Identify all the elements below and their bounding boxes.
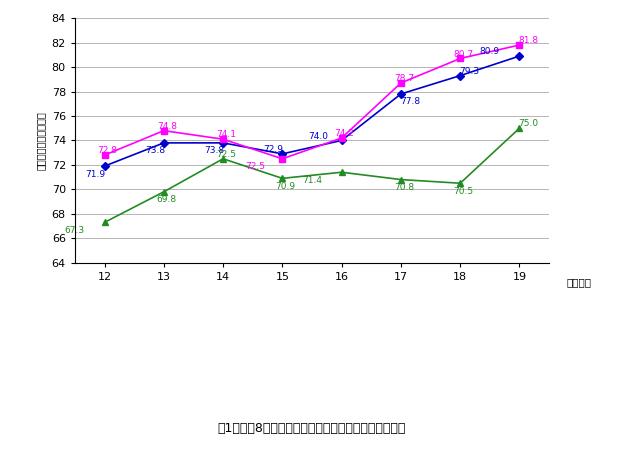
地域の騒音状況をマクロに把握するような地点を選定している場合 [338, 135, 346, 141]
Line: 全測定点: 全測定点 [102, 53, 522, 169]
地域の騒音状況をマクロに把握するような地点を選定している場合 [220, 136, 227, 142]
地域の騒音状況をマクロに把握するような地点を選定している場合 [397, 80, 404, 86]
騒音に係る問題を生じやすい地点等を選定している場合 [456, 181, 464, 186]
全測定点 [160, 140, 167, 145]
Text: 78.7: 78.7 [394, 74, 414, 83]
Text: 71.4: 71.4 [302, 176, 322, 185]
Text: 72.5: 72.5 [246, 162, 266, 171]
地域の騒音状況をマクロに把握するような地点を選定している場合 [515, 42, 523, 48]
Text: 81.8: 81.8 [519, 36, 539, 45]
Text: 73.8: 73.8 [204, 146, 224, 155]
Text: 72.8: 72.8 [97, 146, 117, 155]
Text: 70.9: 70.9 [275, 182, 295, 191]
Text: 74.1: 74.1 [216, 130, 236, 140]
Text: 73.8: 73.8 [145, 146, 165, 155]
Text: 80.9: 80.9 [480, 47, 500, 56]
Line: 騒音に係る問題を生じやすい地点等を選定している場合: 騒音に係る問題を生じやすい地点等を選定している場合 [102, 125, 522, 225]
Text: 71.9: 71.9 [85, 169, 105, 178]
Text: （年度）: （年度） [567, 277, 592, 287]
全測定点 [338, 138, 346, 143]
Text: 74.8: 74.8 [157, 122, 177, 131]
Text: 77.8: 77.8 [400, 97, 420, 106]
Text: 69.8: 69.8 [157, 195, 177, 204]
騒音に係る問題を生じやすい地点等を選定している場合 [220, 156, 227, 161]
地域の騒音状況をマクロに把握するような地点を選定している場合 [100, 152, 108, 158]
騒音に係る問題を生じやすい地点等を選定している場合 [100, 220, 108, 225]
Text: 74.2: 74.2 [334, 129, 354, 138]
地域の騒音状況をマクロに把握するような地点を選定している場合 [278, 156, 286, 161]
Y-axis label: 騒騒基準達成率（％）: 騒騒基準達成率（％） [36, 111, 46, 170]
Text: 70.8: 70.8 [394, 183, 414, 192]
騒音に係る問題を生じやすい地点等を選定している場合 [397, 177, 404, 182]
全測定点 [278, 151, 286, 157]
Text: 74.0: 74.0 [308, 132, 328, 140]
騒音に係る問題を生じやすい地点等を選定している場合 [338, 169, 346, 175]
Text: 70.5: 70.5 [453, 187, 473, 196]
騒音に係る問題を生じやすい地点等を選定している場合 [278, 176, 286, 181]
全測定点 [220, 140, 227, 145]
Text: 80.7: 80.7 [453, 50, 473, 59]
全測定点 [515, 53, 523, 59]
Text: 72.9: 72.9 [263, 145, 283, 154]
Text: 図1　過去8カ年の一般地域における騒騒基準適合状況: 図1 過去8カ年の一般地域における騒騒基準適合状況 [218, 422, 406, 435]
地域の騒音状況をマクロに把握するような地点を選定している場合 [160, 128, 167, 133]
騒音に係る問題を生じやすい地点等を選定している場合 [515, 125, 523, 131]
地域の騒音状況をマクロに把握するような地点を選定している場合 [456, 56, 464, 61]
Text: 79.3: 79.3 [459, 67, 479, 76]
全測定点 [397, 91, 404, 96]
Text: 67.3: 67.3 [65, 226, 85, 235]
騒音に係る問題を生じやすい地点等を選定している場合 [160, 189, 167, 194]
全測定点 [100, 164, 108, 169]
Line: 地域の騒音状況をマクロに把握するような地点を選定している場合: 地域の騒音状況をマクロに把握するような地点を選定している場合 [102, 42, 522, 162]
Text: 72.5: 72.5 [216, 150, 236, 159]
全測定点 [456, 73, 464, 78]
Text: 75.0: 75.0 [519, 120, 539, 128]
